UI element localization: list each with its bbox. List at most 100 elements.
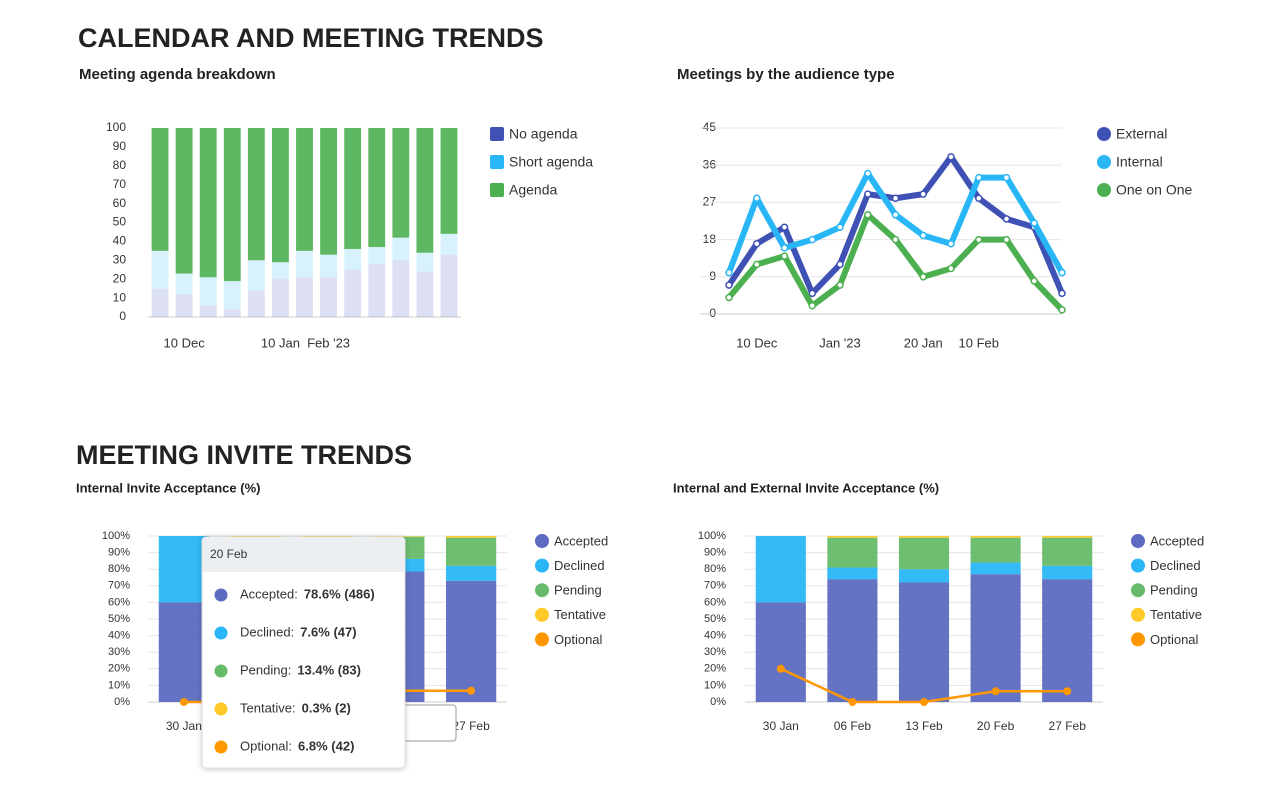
- bar-segment: [440, 254, 458, 317]
- bar-segment: [223, 309, 241, 317]
- legend-marker: [1097, 155, 1111, 169]
- point: [780, 223, 789, 231]
- point: [836, 260, 844, 269]
- x-tick-label: 10 Dec: [164, 335, 206, 350]
- chart: Meetings by the audience type 0 9 18 27 36 45 1…: [677, 66, 1192, 350]
- point: [1030, 277, 1038, 285]
- point: [725, 281, 733, 289]
- y-tick-label: 60%: [108, 596, 130, 608]
- y-tick-label: 60%: [704, 596, 726, 608]
- bar-segment: [223, 128, 241, 282]
- point: [776, 664, 785, 673]
- y-tick-label: 40%: [704, 630, 726, 642]
- bar-segment: [344, 269, 362, 317]
- point: [808, 289, 816, 298]
- bar-segment: [445, 537, 497, 566]
- bar-segment: [445, 565, 497, 581]
- x-tick-label: 13 Feb: [905, 719, 943, 733]
- y-tick-label: 90%: [108, 547, 130, 559]
- bar-segment: [368, 128, 386, 248]
- legend-marker: [1131, 632, 1145, 647]
- point: [1002, 173, 1011, 182]
- y-tick-label: 60: [113, 196, 127, 210]
- legend-label: Accepted: [1150, 533, 1204, 548]
- bar-segment: [320, 277, 338, 317]
- point: [919, 273, 927, 281]
- chart-title: Meeting agenda breakdown: [79, 66, 276, 83]
- y-tick-label: 20%: [704, 663, 726, 675]
- bar-segment: [344, 128, 362, 249]
- y-tick-label: 50%: [704, 613, 726, 625]
- y-tick-label: 18: [703, 232, 717, 246]
- x-tick-label: 10 Feb: [959, 335, 999, 350]
- series-line: [726, 153, 1065, 297]
- y-tick-label: 20: [113, 271, 127, 285]
- tooltip-box: [201, 536, 406, 769]
- bar-segment: [199, 277, 217, 306]
- bar-segment: [392, 260, 410, 317]
- y-tick-label: 80: [113, 158, 127, 172]
- y-tick-label: 40: [113, 234, 127, 248]
- y-tick-label: 70%: [704, 580, 726, 592]
- legend-label: Optional: [1150, 632, 1199, 647]
- tooltip-label: Optional:: [240, 738, 292, 753]
- point: [808, 235, 816, 244]
- y-tick-label: 20%: [108, 663, 130, 675]
- y-tick-label: 27: [703, 195, 717, 209]
- bar-segment: [827, 537, 878, 568]
- y-tick-label: 90: [113, 139, 127, 153]
- chart-title: Meetings by the audience type: [677, 66, 895, 83]
- bar-segment: [223, 281, 241, 310]
- point: [975, 194, 983, 203]
- legend-marker: [535, 534, 549, 548]
- bar-segment: [416, 128, 434, 253]
- bar-segment: [1042, 536, 1093, 538]
- x-tick-label: 20 Jan: [904, 335, 943, 350]
- legend-label: Short agenda: [509, 154, 593, 170]
- tooltip-value: 13.4% (83): [297, 662, 361, 677]
- y-tick-label: 100%: [698, 530, 726, 542]
- bar-segment: [755, 602, 806, 702]
- tooltip-marker: [214, 626, 228, 640]
- point: [725, 268, 733, 277]
- bar-segment: [368, 264, 386, 317]
- point: [864, 190, 872, 198]
- chart-title: Internal Invite Acceptance (%): [76, 480, 260, 495]
- y-tick-label: 0: [119, 309, 126, 323]
- point: [753, 260, 761, 269]
- legend-label: Optional: [554, 632, 603, 647]
- point: [947, 153, 955, 161]
- y-tick-label: 10%: [108, 679, 130, 691]
- bar-segment: [247, 128, 265, 261]
- y-tick-label: 70%: [108, 580, 130, 592]
- bar-segment: [970, 536, 1021, 538]
- tooltip-label: Accepted:: [240, 586, 298, 601]
- tooltip-marker: [214, 664, 228, 678]
- point: [991, 687, 1000, 696]
- bar-segment: [320, 128, 338, 255]
- bar-segment: [151, 250, 169, 289]
- bar-segment: [898, 582, 950, 702]
- tooltip: 20 Feb Accepted: 78.6% (486) Declined: 7.6%…: [201, 536, 457, 769]
- point: [1058, 268, 1066, 277]
- tooltip-title: 20 Feb: [210, 547, 248, 561]
- legend-marker: [1131, 583, 1145, 598]
- legend-label: Tentative: [1150, 607, 1202, 622]
- bar-segment: [416, 271, 434, 317]
- point: [920, 698, 928, 706]
- y-tick-label: 40%: [108, 630, 130, 642]
- legend-marker: [490, 155, 504, 169]
- legend-marker: [1131, 534, 1145, 548]
- x-tick-label: 10 Dec: [736, 335, 778, 350]
- legend-marker: [490, 183, 504, 197]
- point: [891, 235, 900, 244]
- y-tick-label: 30: [113, 252, 127, 266]
- point: [780, 252, 789, 260]
- point: [975, 235, 983, 244]
- legend-label: Agenda: [509, 182, 557, 198]
- y-tick-label: 100: [106, 120, 126, 134]
- point: [947, 264, 955, 273]
- legend-label: Declined: [554, 558, 605, 573]
- bar-segment: [151, 128, 169, 251]
- bar-segment: [1042, 537, 1093, 566]
